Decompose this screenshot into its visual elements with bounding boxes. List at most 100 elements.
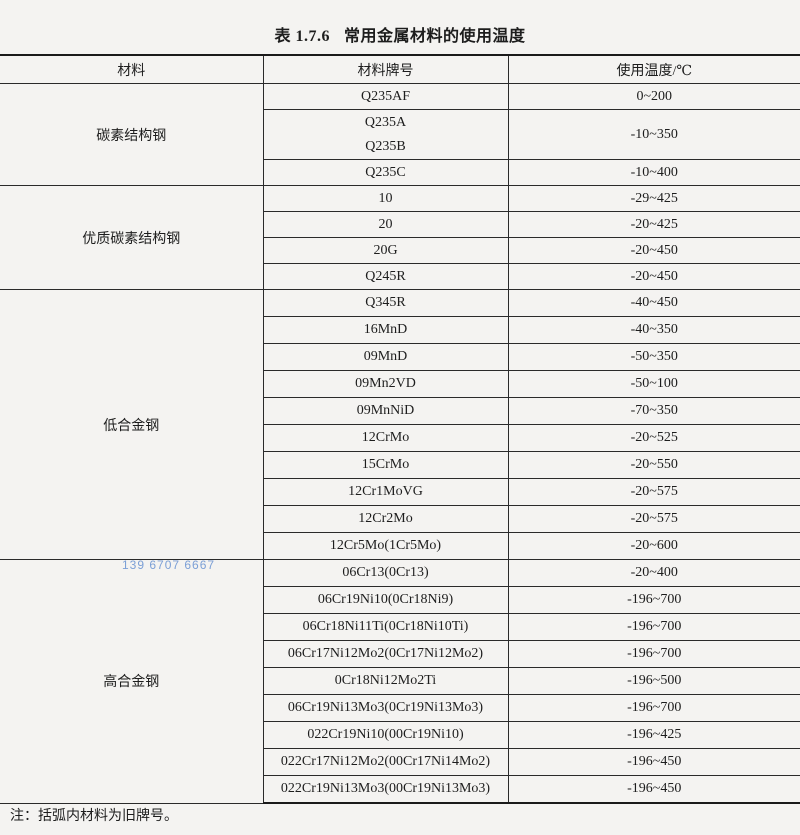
material-grade: 022Cr19Ni13Mo3(00Cr19Ni13Mo3) bbox=[263, 775, 509, 804]
material-grade: 15CrMo bbox=[263, 451, 509, 479]
table-row: 16MnD -40~350 bbox=[0, 316, 800, 344]
service-temperature: -20~400 bbox=[507, 559, 800, 587]
grade-text: 09MnD bbox=[363, 349, 408, 364]
table-row: 碳素结构钢 Q235AF 0~200 bbox=[0, 83, 800, 186]
grade-text: 15CrMo bbox=[361, 457, 410, 472]
table-row: 022Cr19Ni10(00Cr19Ni10) -196~425 bbox=[0, 721, 800, 749]
grade-text: Q235A bbox=[364, 114, 407, 130]
table-title: 常用金属材料的使用温度 bbox=[344, 28, 526, 45]
material-grade: 12Cr5Mo(1Cr5Mo) bbox=[263, 532, 509, 560]
grade-text: 09MnNiD bbox=[356, 403, 415, 418]
material-grade: Q235AF bbox=[262, 83, 509, 110]
material-grade: 12CrMo bbox=[263, 424, 509, 452]
service-temperature: -20~575 bbox=[507, 505, 800, 533]
service-temperature: -70~350 bbox=[507, 397, 800, 425]
material-grade: 20 bbox=[263, 211, 509, 238]
table-caption: 表 1.7.6 常用金属材料的使用温度 bbox=[0, 22, 800, 46]
table-row: 0Cr18Ni12Mo2Ti -196~500 bbox=[0, 667, 800, 695]
header-temperature: 使用温度/℃ bbox=[507, 54, 800, 84]
header-row: 材料 材料牌号 使用温度/℃ bbox=[0, 54, 800, 84]
table-row: 12Cr5Mo(1Cr5Mo) -20~600 bbox=[0, 532, 800, 560]
watermark: 139 6707 6667 bbox=[122, 558, 216, 572]
service-temperature: -40~450 bbox=[507, 289, 800, 317]
material-temperature-table: 材料 材料牌号 使用温度/℃ 碳素结构钢 Q235AF 0~200 Q235A Q235… bbox=[0, 54, 800, 804]
grade-text: 06Cr18Ni11Ti(0Cr18Ni10Ti) bbox=[302, 619, 469, 634]
grade-text: Q235C bbox=[365, 164, 406, 180]
grade-text: 10 bbox=[378, 190, 393, 206]
grade-text: 022Cr17Ni12Mo2(00Cr17Ni14Mo2) bbox=[280, 754, 491, 769]
service-temperature: -196~500 bbox=[507, 667, 800, 695]
service-temperature: -196~450 bbox=[507, 775, 800, 804]
grade-text: 12Cr1MoVG bbox=[348, 484, 423, 499]
material-category: 碳素结构钢 bbox=[0, 83, 264, 186]
table-row: 09MnD -50~350 bbox=[0, 343, 800, 371]
material-grade: Q235A Q235B bbox=[263, 109, 509, 160]
service-temperature: -196~700 bbox=[507, 613, 800, 641]
service-temperature: -20~450 bbox=[507, 237, 800, 264]
grade-text: 12Cr2Mo bbox=[358, 511, 413, 526]
table-row: 优质碳素结构钢 10 -29~425 bbox=[0, 185, 800, 290]
service-temperature: -10~400 bbox=[507, 159, 800, 186]
material-grade: 09MnNiD bbox=[263, 397, 509, 425]
table-row: 09Mn2VD -50~100 bbox=[0, 370, 800, 398]
service-temperature: -50~100 bbox=[507, 370, 800, 398]
service-temperature: -196~450 bbox=[507, 748, 800, 776]
material-grade: 20G bbox=[263, 237, 509, 264]
service-temperature: -40~350 bbox=[507, 316, 800, 344]
material-grade: 10 bbox=[262, 185, 509, 212]
table-row: 06Cr19Ni10(0Cr18Ni9) -196~700 bbox=[0, 586, 800, 614]
service-temperature: -20~450 bbox=[507, 263, 800, 290]
material-category: 低合金钢 bbox=[0, 289, 264, 560]
grade-text: 06Cr19Ni10(0Cr18Ni9) bbox=[317, 592, 454, 607]
table-row: 15CrMo -20~550 bbox=[0, 451, 800, 479]
service-temperature: -29~425 bbox=[507, 185, 800, 212]
grade-text: 20G bbox=[373, 242, 398, 258]
service-temperature: -20~550 bbox=[507, 451, 800, 479]
grade-text: Q235B bbox=[365, 138, 406, 154]
grade-text: 06Cr13(0Cr13) bbox=[342, 565, 429, 580]
material-grade: Q345R bbox=[262, 289, 509, 317]
grade-text: 12CrMo bbox=[361, 430, 410, 445]
material-grade: 022Cr19Ni10(00Cr19Ni10) bbox=[263, 721, 509, 749]
grade-text: 06Cr17Ni12Mo2(0Cr17Ni12Mo2) bbox=[287, 646, 484, 661]
material-grade: Q235C bbox=[263, 159, 509, 186]
grade-text: 16MnD bbox=[363, 322, 408, 337]
table-row: 022Cr17Ni12Mo2(00Cr17Ni14Mo2) -196~450 bbox=[0, 748, 800, 776]
material-grade: 06Cr19Ni10(0Cr18Ni9) bbox=[263, 586, 509, 614]
material-grade: 022Cr17Ni12Mo2(00Cr17Ni14Mo2) bbox=[263, 748, 509, 776]
grade-text: Q345R bbox=[365, 295, 406, 310]
grade-text: Q235AF bbox=[360, 88, 410, 104]
material-grade: 12Cr2Mo bbox=[263, 505, 509, 533]
table-row: 06Cr17Ni12Mo2(0Cr17Ni12Mo2) -196~700 bbox=[0, 640, 800, 668]
material-grade: Q245R bbox=[263, 263, 509, 290]
table-row: Q245R -20~450 bbox=[0, 263, 800, 290]
table-row: 09MnNiD -70~350 bbox=[0, 397, 800, 425]
grade-text: 12Cr5Mo(1Cr5Mo) bbox=[329, 538, 442, 553]
service-temperature: -50~350 bbox=[507, 343, 800, 371]
grade-text: Q245R bbox=[365, 268, 406, 284]
table-row: 低合金钢 Q345R -40~450 bbox=[0, 289, 800, 560]
grade-text: 022Cr19Ni13Mo3(00Cr19Ni13Mo3) bbox=[280, 781, 491, 796]
material-grade: 06Cr18Ni11Ti(0Cr18Ni10Ti) bbox=[263, 613, 509, 641]
grade-text: 06Cr19Ni13Mo3(0Cr19Ni13Mo3) bbox=[287, 700, 484, 715]
service-temperature: -196~700 bbox=[507, 586, 800, 614]
table-row: 20G -20~450 bbox=[0, 237, 800, 264]
service-temperature: -20~525 bbox=[507, 424, 800, 452]
material-grade: 16MnD bbox=[263, 316, 509, 344]
material-grade: 09Mn2VD bbox=[263, 370, 509, 398]
table-row: 高合金钢 06Cr13(0Cr13) -20~400 bbox=[0, 559, 800, 804]
service-temperature: -20~600 bbox=[507, 532, 800, 560]
table-row: 022Cr19Ni13Mo3(00Cr19Ni13Mo3) -196~450 bbox=[0, 775, 800, 804]
table-note: 注：括弧内材料为旧牌号。 bbox=[10, 809, 178, 824]
material-category: 优质碳素结构钢 bbox=[0, 185, 264, 290]
material-grade: 12Cr1MoVG bbox=[263, 478, 509, 506]
grade-text: 022Cr19Ni10(00Cr19Ni10) bbox=[307, 727, 464, 742]
service-temperature: -10~350 bbox=[507, 109, 800, 160]
grade-text: 20 bbox=[378, 216, 393, 232]
service-temperature: -196~700 bbox=[507, 694, 800, 722]
header-material: 材料 bbox=[0, 54, 264, 84]
grade-text: 09Mn2VD bbox=[355, 376, 416, 391]
material-grade: 0Cr18Ni12Mo2Ti bbox=[263, 667, 509, 695]
service-temperature: -196~425 bbox=[507, 721, 800, 749]
material-grade: 06Cr13(0Cr13) bbox=[262, 559, 509, 587]
